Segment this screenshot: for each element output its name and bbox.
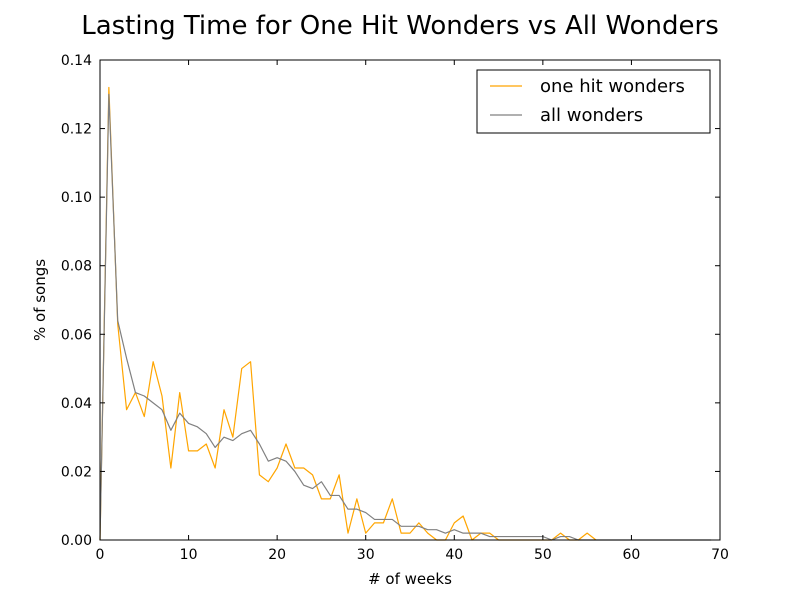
x-tick-label: 10: [180, 547, 198, 563]
series-line-one-hit-wonders: [99, 86, 597, 541]
x-axis-label: # of weeks: [368, 570, 452, 588]
x-tick-label: 20: [268, 547, 286, 563]
x-tick-label: 0: [96, 547, 105, 563]
y-tick-label: 0.10: [61, 190, 92, 206]
x-tick-label: 30: [357, 547, 375, 563]
plot-frame: [99, 59, 721, 541]
x-tick-label: 50: [534, 547, 552, 563]
y-tick-label: 0.02: [61, 464, 92, 480]
plot-area: [99, 86, 712, 541]
y-tick-label: 0.00: [61, 533, 92, 549]
chart-title: Lasting Time for One Hit Wonders vs All …: [81, 11, 719, 41]
legend: one hit wonders all wonders: [476, 69, 711, 134]
y-axis-label: % of songs: [31, 259, 49, 341]
legend-label-one-hit-wonders: one hit wonders: [540, 76, 685, 97]
y-tick-label: 0.08: [61, 259, 92, 275]
x-tick-label: 70: [711, 547, 729, 563]
series-line-all-wonders: [99, 93, 712, 541]
y-tick-label: 0.12: [61, 122, 92, 138]
x-tick-label: 60: [623, 547, 641, 563]
x-tick-label: 40: [445, 547, 463, 563]
legend-label-all-wonders: all wonders: [540, 105, 643, 126]
axis-ticks: 0 10 20 30 40 50 60 70 0.00 0.02 0.04 0.06 0.08 0.10 0…: [61, 53, 729, 563]
y-tick-label: 0.06: [61, 327, 92, 343]
legend-box: [476, 69, 711, 134]
y-tick-label: 0.04: [61, 396, 92, 412]
y-tick-label: 0.14: [61, 53, 92, 69]
